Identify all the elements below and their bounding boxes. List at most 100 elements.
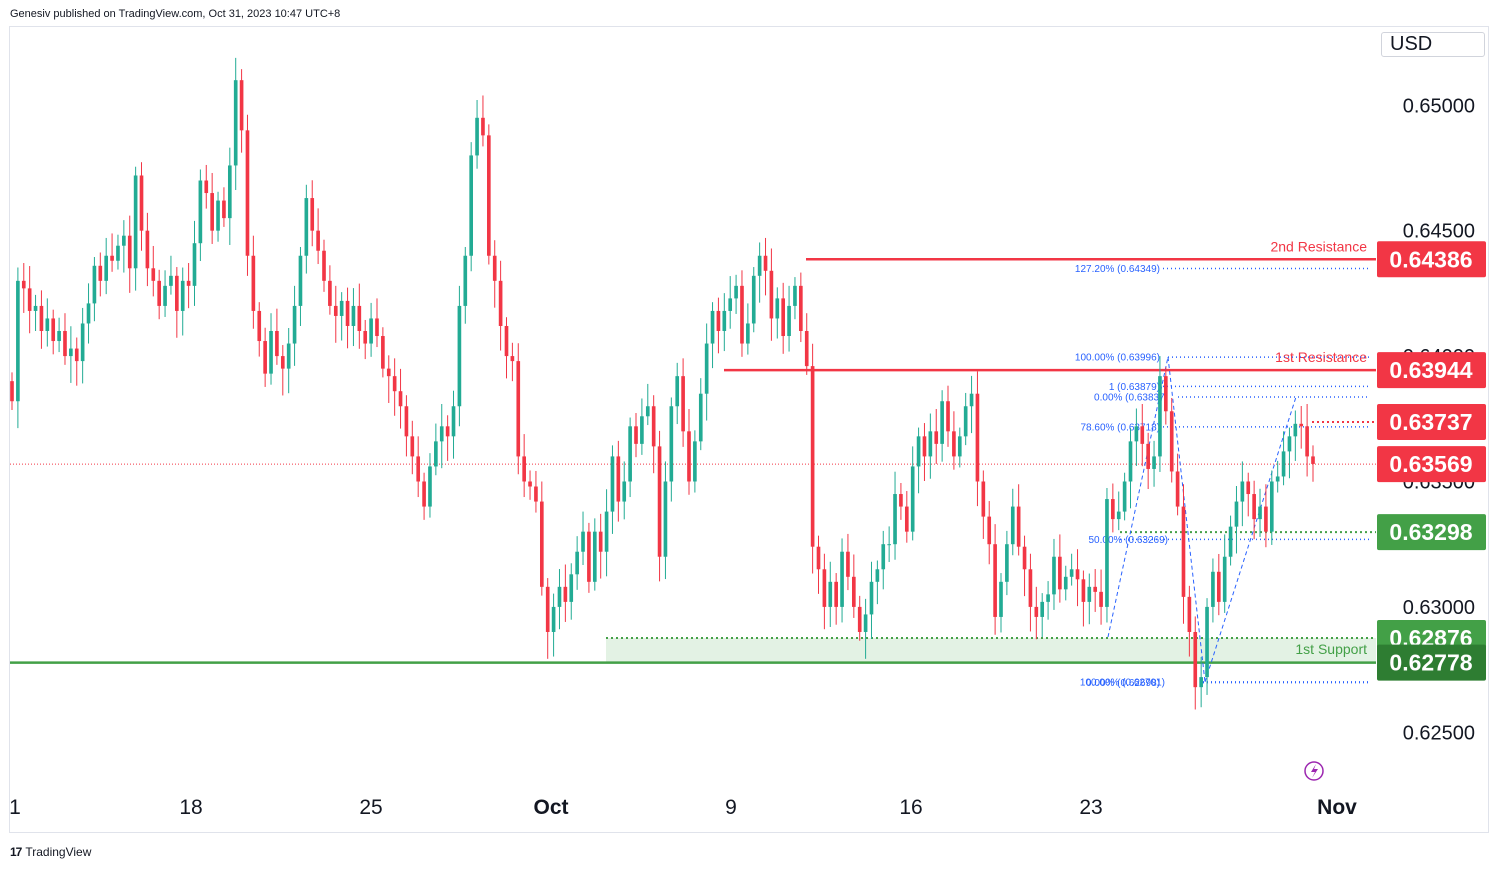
price-tag [1377, 644, 1486, 681]
candle-body [1287, 436, 1292, 452]
candle-body [227, 165, 232, 219]
candle-body [834, 581, 838, 607]
candle-body [233, 80, 238, 166]
price-tag-text: 0.63298 [1389, 519, 1472, 545]
tradingview-logo-icon: 17 [10, 845, 22, 859]
candle-body [1005, 544, 1009, 582]
candle-body [151, 268, 156, 281]
candle-body [33, 305, 38, 311]
candle-body [710, 310, 715, 344]
candle-body [569, 574, 574, 602]
candle-body [781, 298, 786, 337]
candle-body [192, 243, 197, 286]
candle-body [339, 300, 344, 316]
candle-body [310, 198, 315, 231]
x-tick-label: 23 [1079, 796, 1102, 819]
candle-body [969, 393, 974, 407]
currency-selector[interactable]: USD [1381, 32, 1485, 57]
candle-body [1140, 426, 1145, 444]
candle-body [940, 401, 944, 444]
candle-body [1246, 481, 1251, 495]
candle-body [793, 285, 797, 306]
candle-body [828, 581, 833, 607]
candle-body [98, 265, 103, 281]
candle-body [328, 280, 332, 306]
candle-body [804, 331, 809, 367]
price-tag [1377, 241, 1486, 278]
candle-body [122, 235, 126, 246]
candle-body [510, 356, 515, 362]
x-tick-label: Nov [1317, 796, 1357, 819]
footer-brand-label: TradingView [25, 845, 92, 859]
candle-body [186, 280, 191, 286]
candle-body [910, 466, 915, 532]
footer-brand[interactable]: 17 TradingView [10, 845, 91, 859]
candle-body [428, 466, 432, 507]
candle-body [610, 456, 615, 512]
candle-body [10, 381, 14, 402]
candle-body [398, 391, 403, 407]
candle-body [1105, 499, 1109, 607]
candle-body [916, 436, 921, 467]
candle-body [693, 441, 697, 482]
icons-layer [1304, 761, 1324, 781]
candle-body [216, 200, 220, 231]
candle-body [869, 581, 874, 615]
candle-body [634, 426, 638, 444]
candle-body [810, 366, 815, 547]
candle-body [681, 376, 685, 432]
candle-body [404, 406, 409, 437]
price-tag-text: 0.62778 [1389, 650, 1472, 676]
candle-body [669, 406, 674, 482]
fib-level-label: 0.00% (0.62698) [1086, 678, 1160, 689]
candle-body [1211, 571, 1215, 607]
price-tag-text: 0.63737 [1389, 409, 1472, 435]
candle-body [1205, 606, 1209, 678]
candle-body [775, 298, 780, 319]
candle-body [952, 431, 956, 457]
candle-body [922, 436, 927, 457]
candle-body [133, 175, 138, 269]
fib-trend-line [1107, 356, 1169, 638]
candle-body [1040, 601, 1045, 617]
candle-body [169, 275, 173, 286]
candle-body [1022, 546, 1027, 570]
candle-body [734, 285, 738, 299]
candle-body [628, 426, 632, 482]
candle-body [104, 255, 109, 281]
candle-body [27, 288, 32, 311]
candle-body [492, 255, 497, 281]
x-axis: 1 18 25 Oct 9 16 23 Nov [9, 796, 1357, 819]
candle-body [222, 200, 226, 219]
candle-body [928, 431, 933, 457]
candle-body [787, 305, 791, 337]
candle-body [257, 310, 262, 342]
chart-frame [9, 26, 1489, 833]
candle-body [245, 130, 250, 256]
price-tag [1377, 352, 1486, 389]
candle-body [1058, 556, 1062, 590]
level-lines-layer: 2nd Resistance 1st Resistance 1st Support [10, 238, 1376, 664]
candle-body [663, 481, 668, 557]
candle-body [1299, 423, 1304, 427]
candles-layer [10, 57, 1315, 710]
candle-body [528, 481, 532, 487]
candle-body [999, 581, 1003, 617]
candle-body [598, 531, 603, 552]
candle-body [74, 348, 79, 362]
candle-body [80, 323, 85, 362]
candle-body [345, 300, 350, 326]
candle-body [946, 401, 950, 432]
candle-body [1281, 451, 1286, 477]
y-tick-label: 0.65000 [1403, 95, 1475, 117]
support-zone [606, 638, 1376, 663]
fib-level-label: 0.00% (0.63837) [1094, 392, 1168, 403]
candle-body [846, 551, 850, 577]
candle-body [551, 606, 556, 632]
candle-body [722, 310, 727, 331]
candle-body [451, 406, 456, 437]
candle-body [1240, 481, 1245, 502]
price-labels-layer: 0.643860.639440.637370.635690.632980.628… [1377, 241, 1486, 681]
x-tick-label: 16 [899, 796, 922, 819]
